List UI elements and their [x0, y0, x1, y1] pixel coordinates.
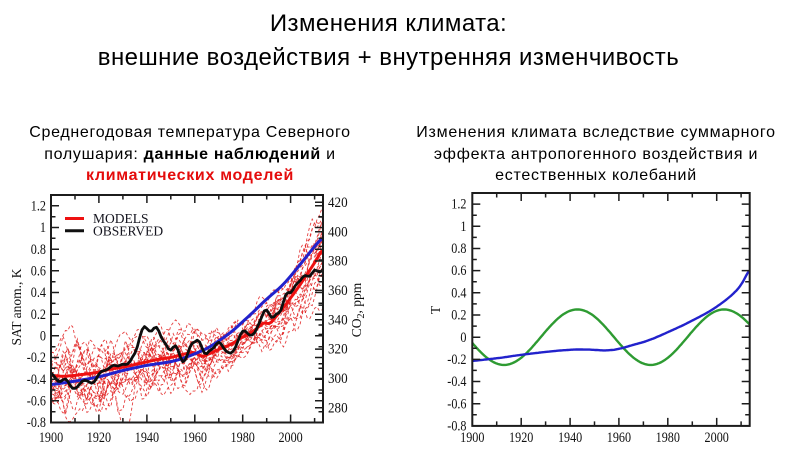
- svg-text:0.6: 0.6: [31, 263, 47, 279]
- svg-text:1.2: 1.2: [451, 197, 466, 213]
- svg-text:360: 360: [328, 283, 348, 299]
- svg-text:0: 0: [460, 330, 466, 346]
- svg-text:340: 340: [328, 312, 348, 328]
- svg-text:-0.8: -0.8: [27, 415, 46, 431]
- svg-text:0.6: 0.6: [451, 263, 467, 279]
- svg-text:0.4: 0.4: [451, 285, 467, 301]
- svg-text:1980: 1980: [656, 430, 680, 446]
- svg-text:280: 280: [328, 400, 348, 416]
- svg-text:300: 300: [328, 371, 348, 387]
- svg-text:1.2: 1.2: [31, 198, 46, 214]
- svg-text:1900: 1900: [460, 430, 484, 446]
- svg-text:1960: 1960: [607, 430, 631, 446]
- svg-text:0.2: 0.2: [31, 307, 46, 323]
- svg-text:1920: 1920: [87, 430, 111, 446]
- svg-text:2000: 2000: [705, 430, 729, 446]
- svg-text:0.4: 0.4: [31, 285, 47, 301]
- svg-text:CO2, ppm: CO2, ppm: [349, 282, 367, 337]
- svg-text:MODELS: MODELS: [93, 211, 149, 226]
- svg-text:1940: 1940: [558, 430, 582, 446]
- svg-text:SAT anom., K: SAT anom., K: [9, 268, 24, 345]
- svg-text:0.2: 0.2: [451, 308, 466, 324]
- svg-text:1960: 1960: [183, 430, 207, 446]
- svg-text:0.8: 0.8: [31, 242, 46, 258]
- svg-text:T: T: [428, 305, 443, 314]
- svg-text:1: 1: [40, 220, 46, 236]
- svg-text:420: 420: [328, 195, 348, 211]
- svg-text:-0.2: -0.2: [27, 350, 46, 366]
- svg-text:1900: 1900: [39, 430, 63, 446]
- svg-text:0: 0: [40, 328, 46, 344]
- svg-text:1980: 1980: [231, 430, 255, 446]
- svg-text:-0.8: -0.8: [447, 419, 466, 435]
- svg-text:1920: 1920: [509, 430, 533, 446]
- svg-text:OBSERVED: OBSERVED: [93, 223, 163, 238]
- svg-text:320: 320: [328, 342, 348, 358]
- svg-text:400: 400: [328, 224, 348, 240]
- svg-text:1940: 1940: [135, 430, 159, 446]
- svg-text:380: 380: [328, 254, 348, 270]
- svg-text:2000: 2000: [278, 430, 302, 446]
- svg-text:-0.2: -0.2: [447, 352, 466, 368]
- svg-text:1: 1: [460, 219, 466, 235]
- svg-text:-0.4: -0.4: [447, 374, 467, 390]
- svg-text:-0.4: -0.4: [27, 372, 47, 388]
- svg-text:-0.6: -0.6: [27, 393, 47, 409]
- svg-text:-0.6: -0.6: [447, 396, 467, 412]
- svg-text:0.8: 0.8: [451, 241, 466, 257]
